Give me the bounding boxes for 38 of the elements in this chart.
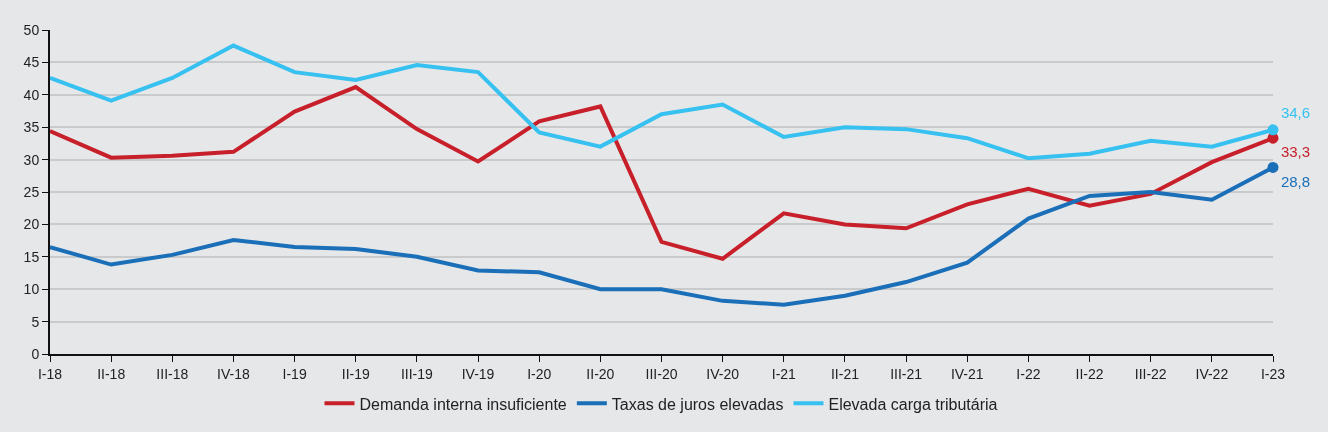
x-tick-label: II-21 — [830, 365, 860, 382]
x-tick-label: II-19 — [341, 365, 370, 382]
y-tick-label: 10 — [23, 281, 40, 298]
data-label: 28,8 — [1280, 172, 1311, 190]
y-tick-label: 45 — [23, 54, 40, 71]
x-tick-label: III-22 — [1134, 365, 1167, 382]
x-tick-label: II-18 — [97, 365, 126, 382]
y-tick-label: 40 — [23, 86, 40, 103]
x-tick-label: I-20 — [527, 365, 552, 382]
y-tick-label: 50 — [23, 21, 40, 38]
x-tick-label: I-21 — [771, 365, 797, 382]
x-tick-label: III-20 — [645, 365, 678, 382]
y-tick-label: 0 — [31, 345, 40, 362]
data-label: 33,3 — [1280, 143, 1311, 161]
y-tick-label: 35 — [23, 119, 40, 136]
x-tick-label: IV-21 — [950, 365, 984, 382]
x-tick-label: I-18 — [37, 365, 63, 382]
x-tick-label: II-22 — [1075, 365, 1104, 382]
x-tick-label: IV-22 — [1195, 365, 1229, 382]
x-tick-label: I-19 — [282, 365, 307, 382]
x-tick-label: II-20 — [586, 365, 615, 382]
y-tick-label: 30 — [23, 151, 40, 168]
legend-label: Demanda interna insuficiente — [359, 395, 567, 413]
x-tick-label: III-19 — [400, 365, 434, 382]
y-tick-label: 5 — [31, 313, 40, 330]
y-tick-label: 20 — [23, 216, 40, 233]
legend-label: Elevada carga tributária — [828, 395, 998, 413]
x-tick-label: IV-20 — [706, 365, 740, 382]
x-tick-label: I-23 — [1260, 365, 1286, 382]
x-tick-label: III-21 — [890, 365, 923, 382]
x-tick-label: III-18 — [156, 365, 189, 382]
x-tick-label: IV-19 — [461, 365, 495, 382]
x-tick-label: I-22 — [1016, 365, 1041, 382]
y-tick-label: 25 — [23, 183, 40, 200]
data-label: 34,6 — [1280, 104, 1311, 122]
x-tick-label: IV-18 — [217, 365, 250, 382]
legend-label: Taxas de juros elevadas — [611, 395, 784, 413]
y-tick-label: 15 — [23, 248, 40, 265]
